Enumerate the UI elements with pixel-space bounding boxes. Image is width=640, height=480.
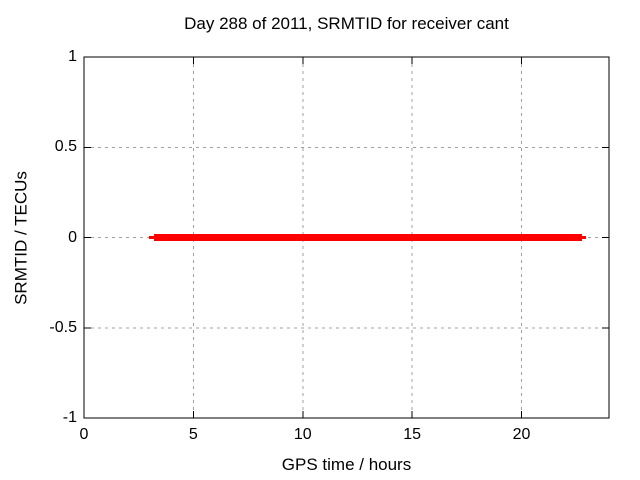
- x-tick-label: 0: [79, 426, 89, 443]
- x-tick-label: 10: [293, 426, 312, 443]
- chart-title: Day 288 of 2011, SRMTID for receiver can…: [184, 14, 509, 33]
- x-axis-label: GPS time / hours: [281, 455, 412, 474]
- y-tick-label: 0: [68, 228, 77, 246]
- y-tick-label: -0.5: [49, 318, 77, 336]
- y-tick-label: -1: [62, 409, 77, 426]
- x-tick-label: 20: [512, 426, 531, 443]
- y-tick-label: 1: [68, 48, 77, 65]
- x-tick-label: 15: [403, 426, 422, 443]
- plot-border: [83, 56, 610, 419]
- x-tick-label: 5: [188, 426, 198, 443]
- y-tick-label: 0.5: [54, 138, 77, 156]
